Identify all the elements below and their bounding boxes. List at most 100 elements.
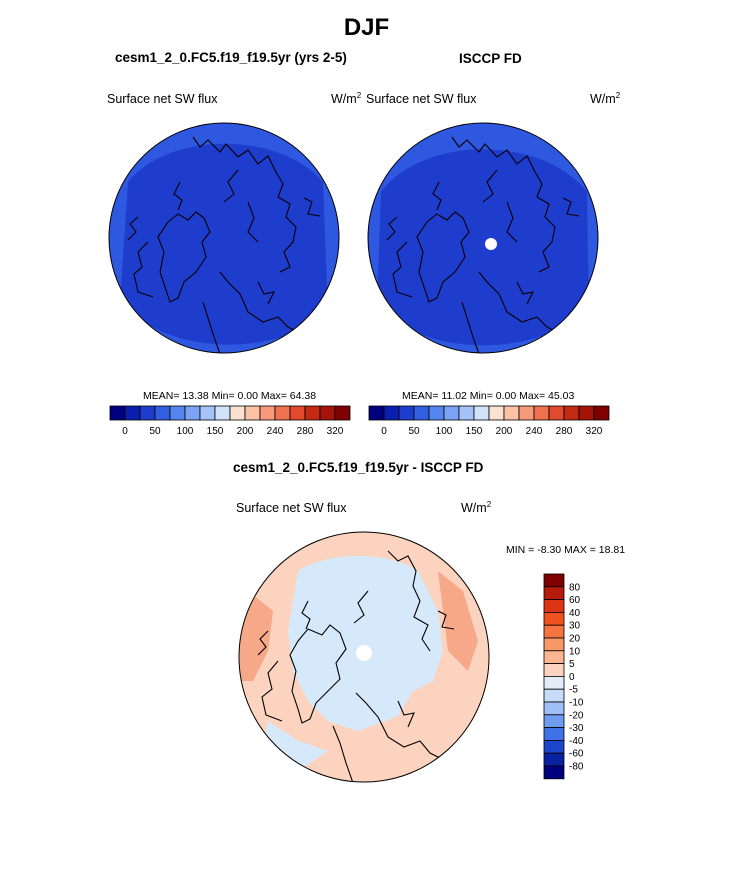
model-polar-map bbox=[108, 122, 340, 354]
colorbar-tick-label: -10 bbox=[569, 698, 584, 709]
diff-panel-title: cesm1_2_0.FC5.f19_f19.5yr - ISCCP FD bbox=[233, 460, 484, 475]
figure-title: DJF bbox=[343, 14, 390, 41]
model-variable-label: Surface net SW flux bbox=[107, 92, 218, 106]
coastlines bbox=[127, 136, 321, 353]
colorbar-swatch bbox=[383, 405, 400, 421]
colorbar-swatch bbox=[184, 405, 201, 421]
colorbar-tick-label: 280 bbox=[297, 426, 314, 437]
obs-colorbar: 0 50 100 150 200 240 280 320 bbox=[368, 405, 610, 437]
colorbar-swatch bbox=[543, 663, 565, 677]
colorbar-tick-label: -40 bbox=[569, 736, 584, 747]
colorbar-tick-label: 320 bbox=[586, 426, 603, 437]
colorbar-tick-label: 200 bbox=[237, 426, 254, 437]
colorbar-tick-label: 10 bbox=[569, 646, 581, 657]
colorbar-swatch bbox=[578, 405, 595, 421]
map-boundary bbox=[238, 531, 490, 783]
map-boundary bbox=[108, 122, 340, 354]
obs-units-label: W/m2 bbox=[590, 91, 621, 107]
colorbar-swatch bbox=[543, 599, 565, 613]
colorbar-swatch bbox=[428, 405, 445, 421]
colorbar-tick-label: 5 bbox=[569, 659, 575, 670]
colorbar-swatch bbox=[533, 405, 550, 421]
pole-missing-data bbox=[485, 238, 497, 250]
colorbar-swatch bbox=[593, 405, 610, 421]
colorbar-tick-label: 150 bbox=[207, 426, 224, 437]
model-units-label: W/m2 bbox=[331, 91, 362, 107]
colorbar-swatch bbox=[543, 586, 565, 601]
colorbar-tick-label: 100 bbox=[177, 426, 194, 437]
colorbar-swatch bbox=[334, 405, 351, 421]
colorbar-swatch bbox=[543, 765, 565, 780]
colorbar-swatch bbox=[543, 624, 565, 639]
pole-missing-data bbox=[356, 645, 372, 661]
colorbar-swatch bbox=[543, 727, 565, 741]
colorbar-tick-label: 0 bbox=[122, 426, 128, 437]
obs-stats: MEAN= 11.02 Min= 0.00 Max= 45.03 bbox=[402, 390, 575, 402]
colorbar-swatch bbox=[413, 405, 430, 421]
colorbar-tick-label: 100 bbox=[436, 426, 453, 437]
coastlines bbox=[257, 550, 455, 782]
colorbar-swatch bbox=[199, 405, 216, 421]
colorbar-tick-label: 0 bbox=[381, 426, 387, 437]
colorbar-swatch bbox=[543, 688, 565, 703]
colorbar-swatch bbox=[443, 405, 460, 421]
colorbar-swatch bbox=[518, 405, 535, 421]
colorbar-swatch bbox=[169, 405, 186, 421]
map-boundary bbox=[367, 122, 599, 354]
colorbar-tick-label: 20 bbox=[569, 634, 581, 645]
obs-variable-label: Surface net SW flux bbox=[366, 92, 477, 106]
colorbar-tick-label: 30 bbox=[569, 621, 581, 632]
colorbar-swatch bbox=[543, 573, 565, 588]
colorbar-swatch bbox=[214, 405, 231, 421]
colorbar-tick-label: 320 bbox=[327, 426, 344, 437]
colorbar-swatch bbox=[543, 650, 565, 665]
colorbar-swatch bbox=[398, 405, 415, 421]
colorbar-swatch bbox=[543, 701, 565, 716]
colorbar-swatch bbox=[543, 714, 565, 729]
colorbar-tick-label: 0 bbox=[569, 672, 575, 683]
colorbar-tick-label: -5 bbox=[569, 685, 578, 696]
colorbar-swatch bbox=[488, 405, 505, 421]
colorbar-swatch bbox=[543, 676, 565, 690]
colorbar-swatch bbox=[154, 405, 171, 421]
colorbar-swatch bbox=[563, 405, 580, 421]
colorbar-swatch bbox=[368, 405, 385, 421]
colorbar-swatch bbox=[543, 752, 565, 767]
model-stats: MEAN= 13.38 Min= 0.00 Max= 64.38 bbox=[143, 390, 317, 402]
colorbar-tick-label: -80 bbox=[569, 762, 584, 773]
colorbar-swatch bbox=[244, 405, 261, 421]
colorbar-swatch bbox=[289, 405, 306, 421]
model-panel-title: cesm1_2_0.FC5.f19_f19.5yr (yrs 2-5) bbox=[115, 50, 347, 65]
colorbar-tick-label: 200 bbox=[496, 426, 513, 437]
diff-polar-map bbox=[238, 531, 490, 783]
colorbar-swatch bbox=[139, 405, 156, 421]
colorbar-tick-label: 240 bbox=[526, 426, 543, 437]
colorbar-tick-label: -20 bbox=[569, 710, 584, 721]
diff-units-label: W/m2 bbox=[461, 500, 492, 516]
colorbar-tick-label: 150 bbox=[466, 426, 483, 437]
obs-panel-title: ISCCP FD bbox=[459, 51, 522, 66]
colorbar-swatch bbox=[124, 405, 141, 421]
colorbar-swatch bbox=[274, 405, 291, 421]
colorbar-swatch bbox=[259, 405, 276, 421]
diff-field-warmer bbox=[438, 571, 478, 671]
colorbar-swatch bbox=[319, 405, 336, 421]
obs-polar-map bbox=[367, 122, 599, 354]
colorbar-swatch bbox=[229, 405, 246, 421]
diff-variable-label: Surface net SW flux bbox=[236, 501, 347, 515]
colorbar-tick-label: 50 bbox=[149, 426, 161, 437]
colorbar-tick-label: 50 bbox=[408, 426, 420, 437]
colorbar-swatch bbox=[543, 612, 565, 626]
colorbar-swatch bbox=[458, 405, 475, 421]
colorbar-swatch bbox=[543, 637, 565, 652]
colorbar-tick-label: 80 bbox=[569, 582, 581, 593]
colorbar-tick-label: 40 bbox=[569, 608, 581, 619]
colorbar-swatch bbox=[543, 739, 565, 754]
map-field-main bbox=[120, 143, 328, 345]
colorbar-swatch bbox=[109, 405, 126, 421]
colorbar-tick-label: -60 bbox=[569, 749, 584, 760]
map-field-main bbox=[377, 149, 589, 346]
colorbar-tick-label: 60 bbox=[569, 595, 581, 606]
colorbar-swatch bbox=[304, 405, 321, 421]
